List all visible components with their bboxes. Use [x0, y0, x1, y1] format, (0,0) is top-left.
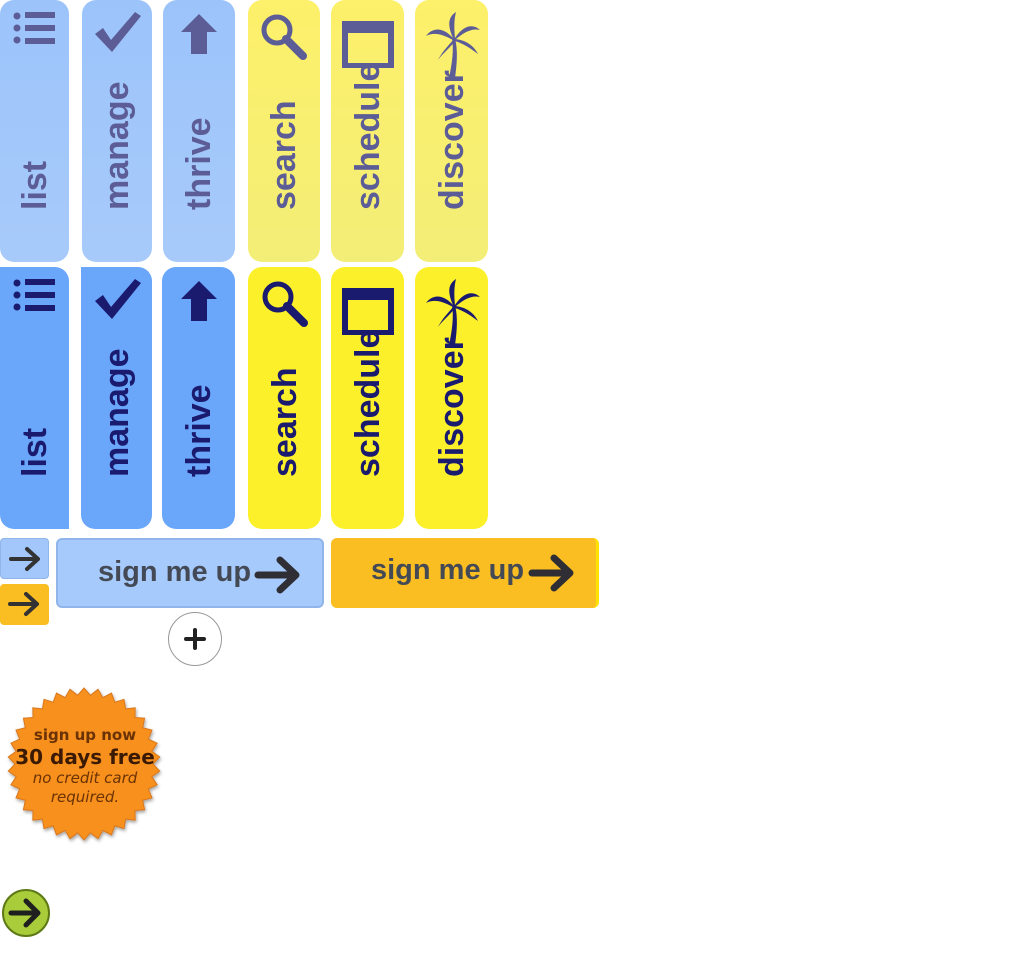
- add-button[interactable]: [168, 612, 222, 666]
- tab-manage[interactable]: manage: [82, 0, 152, 262]
- tab-search-active[interactable]: search: [248, 267, 321, 529]
- right-arrow-icon: [8, 592, 39, 616]
- tab-label: discover: [432, 70, 471, 210]
- tab-discover-active[interactable]: discover: [415, 267, 488, 529]
- tab-schedule[interactable]: schedule: [331, 0, 404, 262]
- list-icon: [0, 277, 69, 347]
- tab-label: discover: [432, 337, 471, 477]
- up-arrow-icon: [162, 277, 235, 347]
- badge-line-4: required.: [50, 788, 120, 806]
- next-button-orange[interactable]: [0, 584, 49, 625]
- tab-label: manage: [97, 348, 136, 478]
- signup-badge[interactable]: sign up now 30 days free no credit card …: [4, 686, 166, 848]
- tab-label: list: [15, 160, 54, 210]
- tab-label: schedule: [348, 329, 387, 477]
- starburst-seal-icon: [7, 687, 161, 841]
- right-arrow-icon: [254, 556, 300, 594]
- tab-thrive-active[interactable]: thrive: [162, 267, 235, 529]
- right-arrow-circle-icon: [2, 889, 50, 937]
- up-arrow-icon: [163, 10, 235, 80]
- badge-line-3: no credit card: [32, 769, 138, 787]
- tab-label: list: [15, 427, 54, 477]
- tab-list-active[interactable]: list: [0, 267, 69, 529]
- search-icon: [248, 277, 321, 347]
- tab-manage-active[interactable]: manage: [81, 267, 152, 529]
- tab-discover[interactable]: discover: [415, 0, 488, 262]
- tab-label: search: [265, 100, 303, 210]
- tab-thrive[interactable]: thrive: [163, 0, 235, 262]
- next-button-blue[interactable]: [0, 538, 49, 579]
- sign-me-up-button-orange[interactable]: sign me up: [331, 538, 599, 608]
- plus-icon: [184, 628, 206, 650]
- go-button[interactable]: [1, 888, 51, 943]
- tab-search[interactable]: search: [248, 0, 320, 262]
- tab-label: schedule: [348, 62, 387, 210]
- badge-line-1: sign up now: [33, 726, 137, 744]
- tab-label: thrive: [180, 117, 218, 210]
- palm-tree-icon: [415, 10, 488, 80]
- tab-label: search: [265, 367, 304, 477]
- checkmark-icon: [81, 277, 152, 347]
- signup-label: sign me up: [371, 554, 525, 586]
- sign-me-up-button-blue[interactable]: sign me up: [56, 538, 324, 608]
- search-icon: [248, 10, 320, 80]
- window-icon: [331, 277, 404, 347]
- tab-schedule-active[interactable]: schedule: [331, 267, 404, 529]
- tab-list[interactable]: list: [0, 0, 69, 262]
- tab-label: manage: [98, 81, 136, 211]
- signup-label: sign me up: [98, 556, 252, 588]
- checkmark-icon: [82, 10, 152, 80]
- window-icon: [331, 10, 404, 80]
- palm-tree-icon: [415, 277, 488, 347]
- list-icon: [0, 10, 69, 80]
- badge-line-2: 30 days free: [15, 745, 155, 769]
- right-arrow-icon: [9, 547, 40, 571]
- tab-label: thrive: [179, 384, 218, 477]
- right-arrow-icon: [528, 554, 574, 592]
